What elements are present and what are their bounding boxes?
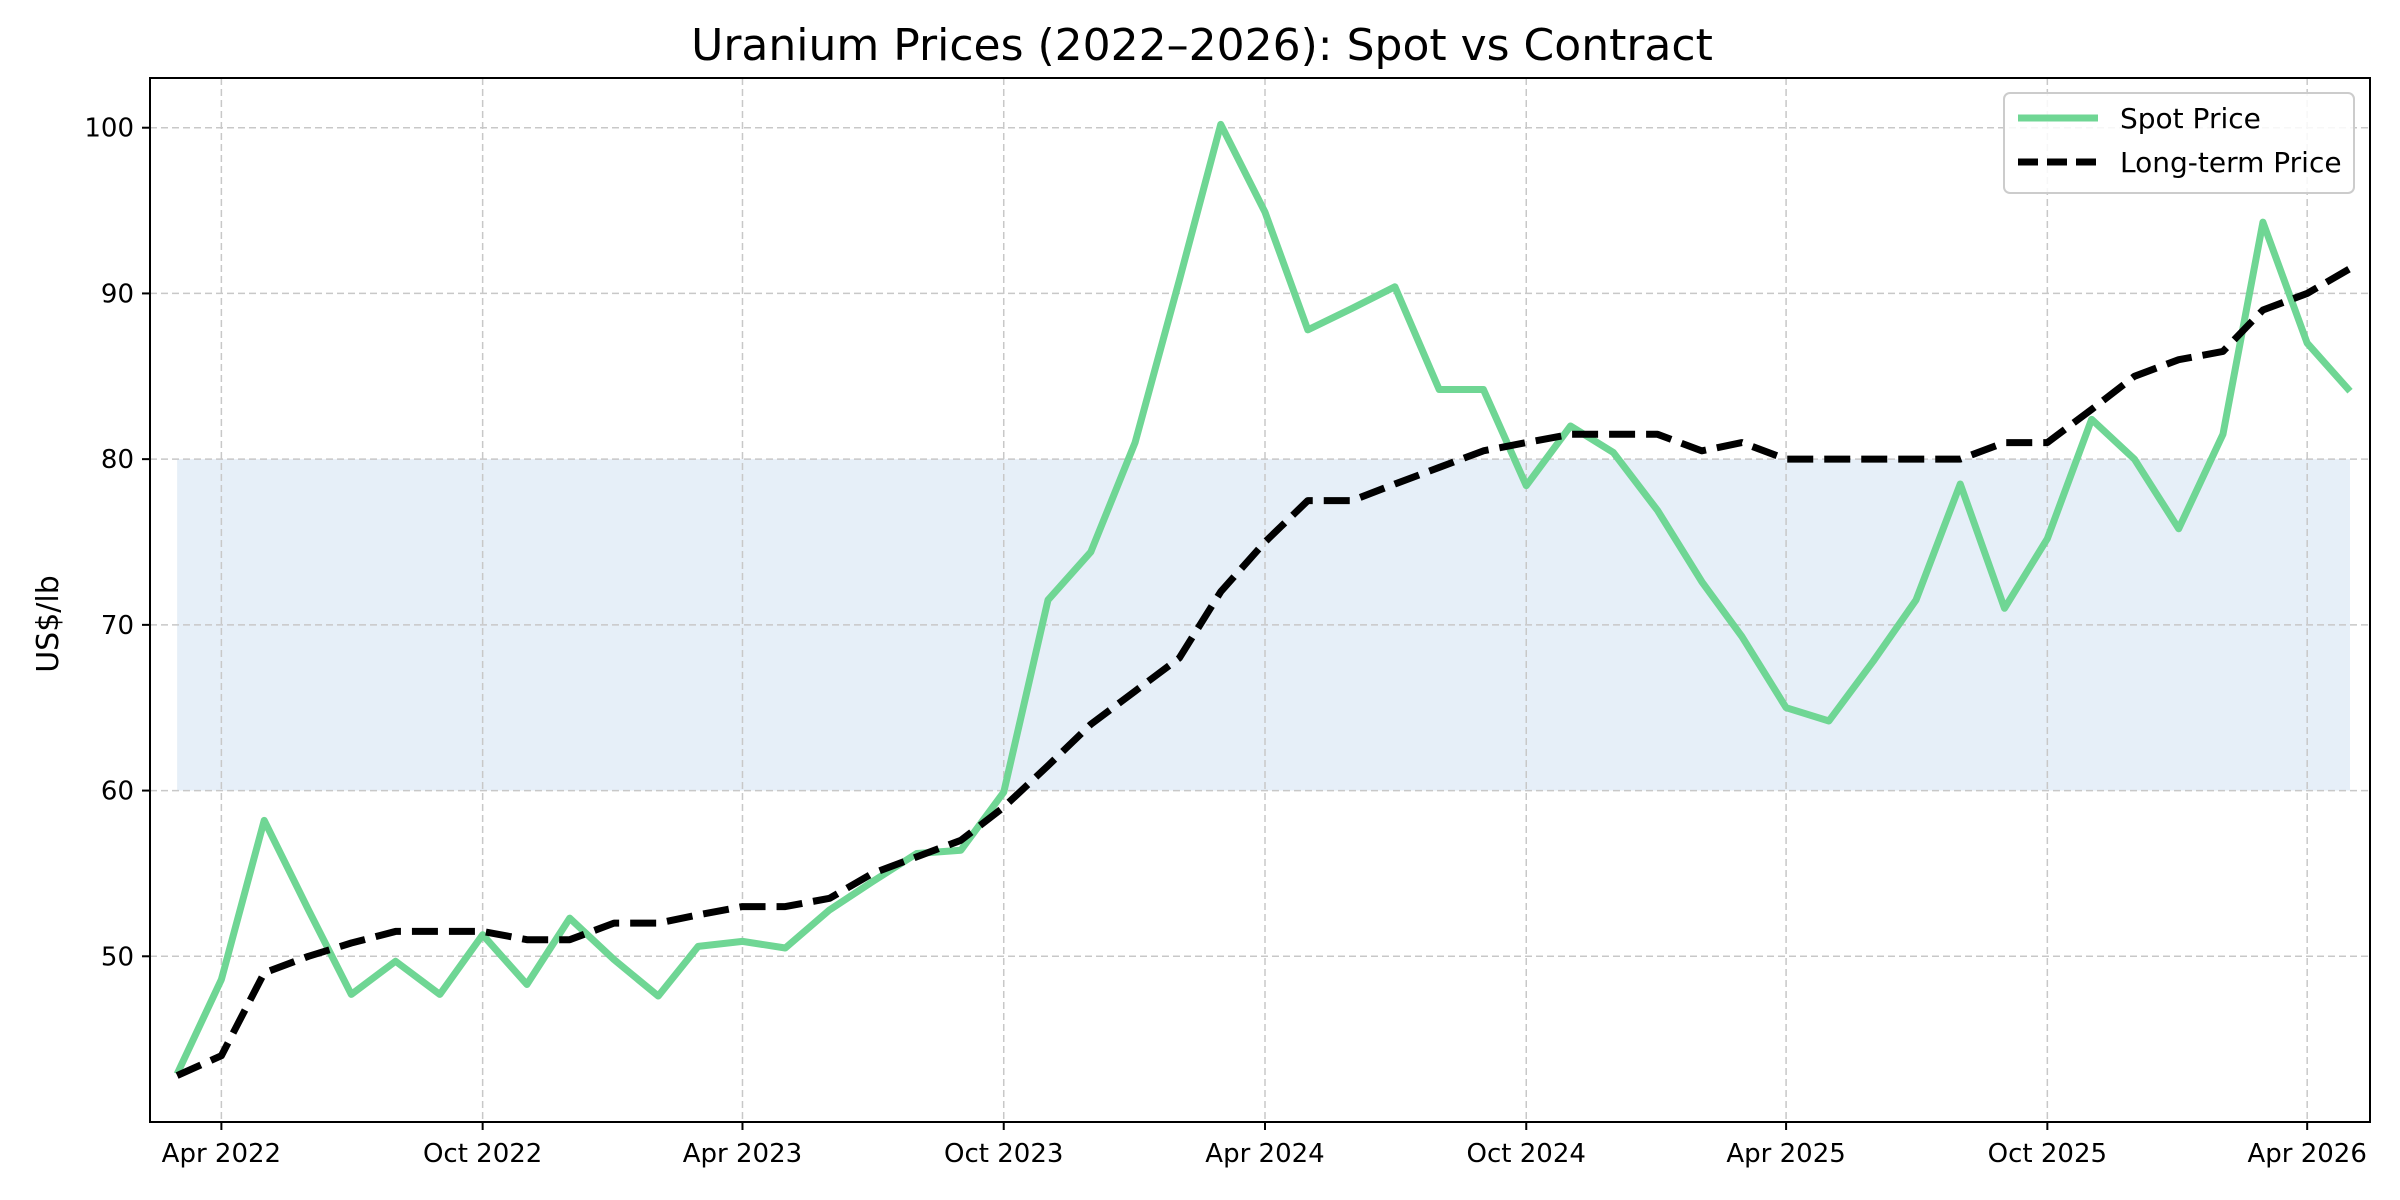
y-tick-label: 100 xyxy=(84,114,134,144)
y-tick-label: 80 xyxy=(101,445,134,475)
legend: Spot Price Long-term Price xyxy=(2003,92,2355,194)
x-tick-label: Oct 2024 xyxy=(1467,1139,1586,1169)
x-tick-label: Apr 2026 xyxy=(2247,1139,2366,1169)
x-tick-label: Oct 2025 xyxy=(1988,1139,2107,1169)
y-tick-label: 90 xyxy=(101,279,134,309)
spot-price-line xyxy=(173,120,2353,1076)
legend-label: Long-term Price xyxy=(2120,146,2342,179)
x-tick-label: Oct 2023 xyxy=(944,1139,1063,1169)
y-tick-label: 70 xyxy=(101,611,134,641)
x-tick-label: Oct 2022 xyxy=(423,1139,542,1169)
plot-area: 50 60 70 80 90 100 Apr 2022 Oct 2022 Apr 2023 Oct… xyxy=(84,77,2371,1169)
x-tick-label: Apr 2024 xyxy=(1205,1139,1324,1169)
axes-frame xyxy=(149,77,2371,1123)
y-tick-label: 60 xyxy=(101,777,134,807)
legend-label: Spot Price xyxy=(2120,102,2261,135)
x-tick-label: Apr 2023 xyxy=(683,1139,802,1169)
y-tick-label: 50 xyxy=(101,942,134,972)
x-tick-label: Apr 2022 xyxy=(162,1139,281,1169)
long-term-price-line xyxy=(175,265,2352,1079)
x-tick-label: Apr 2025 xyxy=(1726,1139,1845,1169)
y-axis-label: US$/lb xyxy=(31,575,66,673)
chart-title: Uranium Prices (2022–2026): Spot vs Cont… xyxy=(691,20,1713,71)
